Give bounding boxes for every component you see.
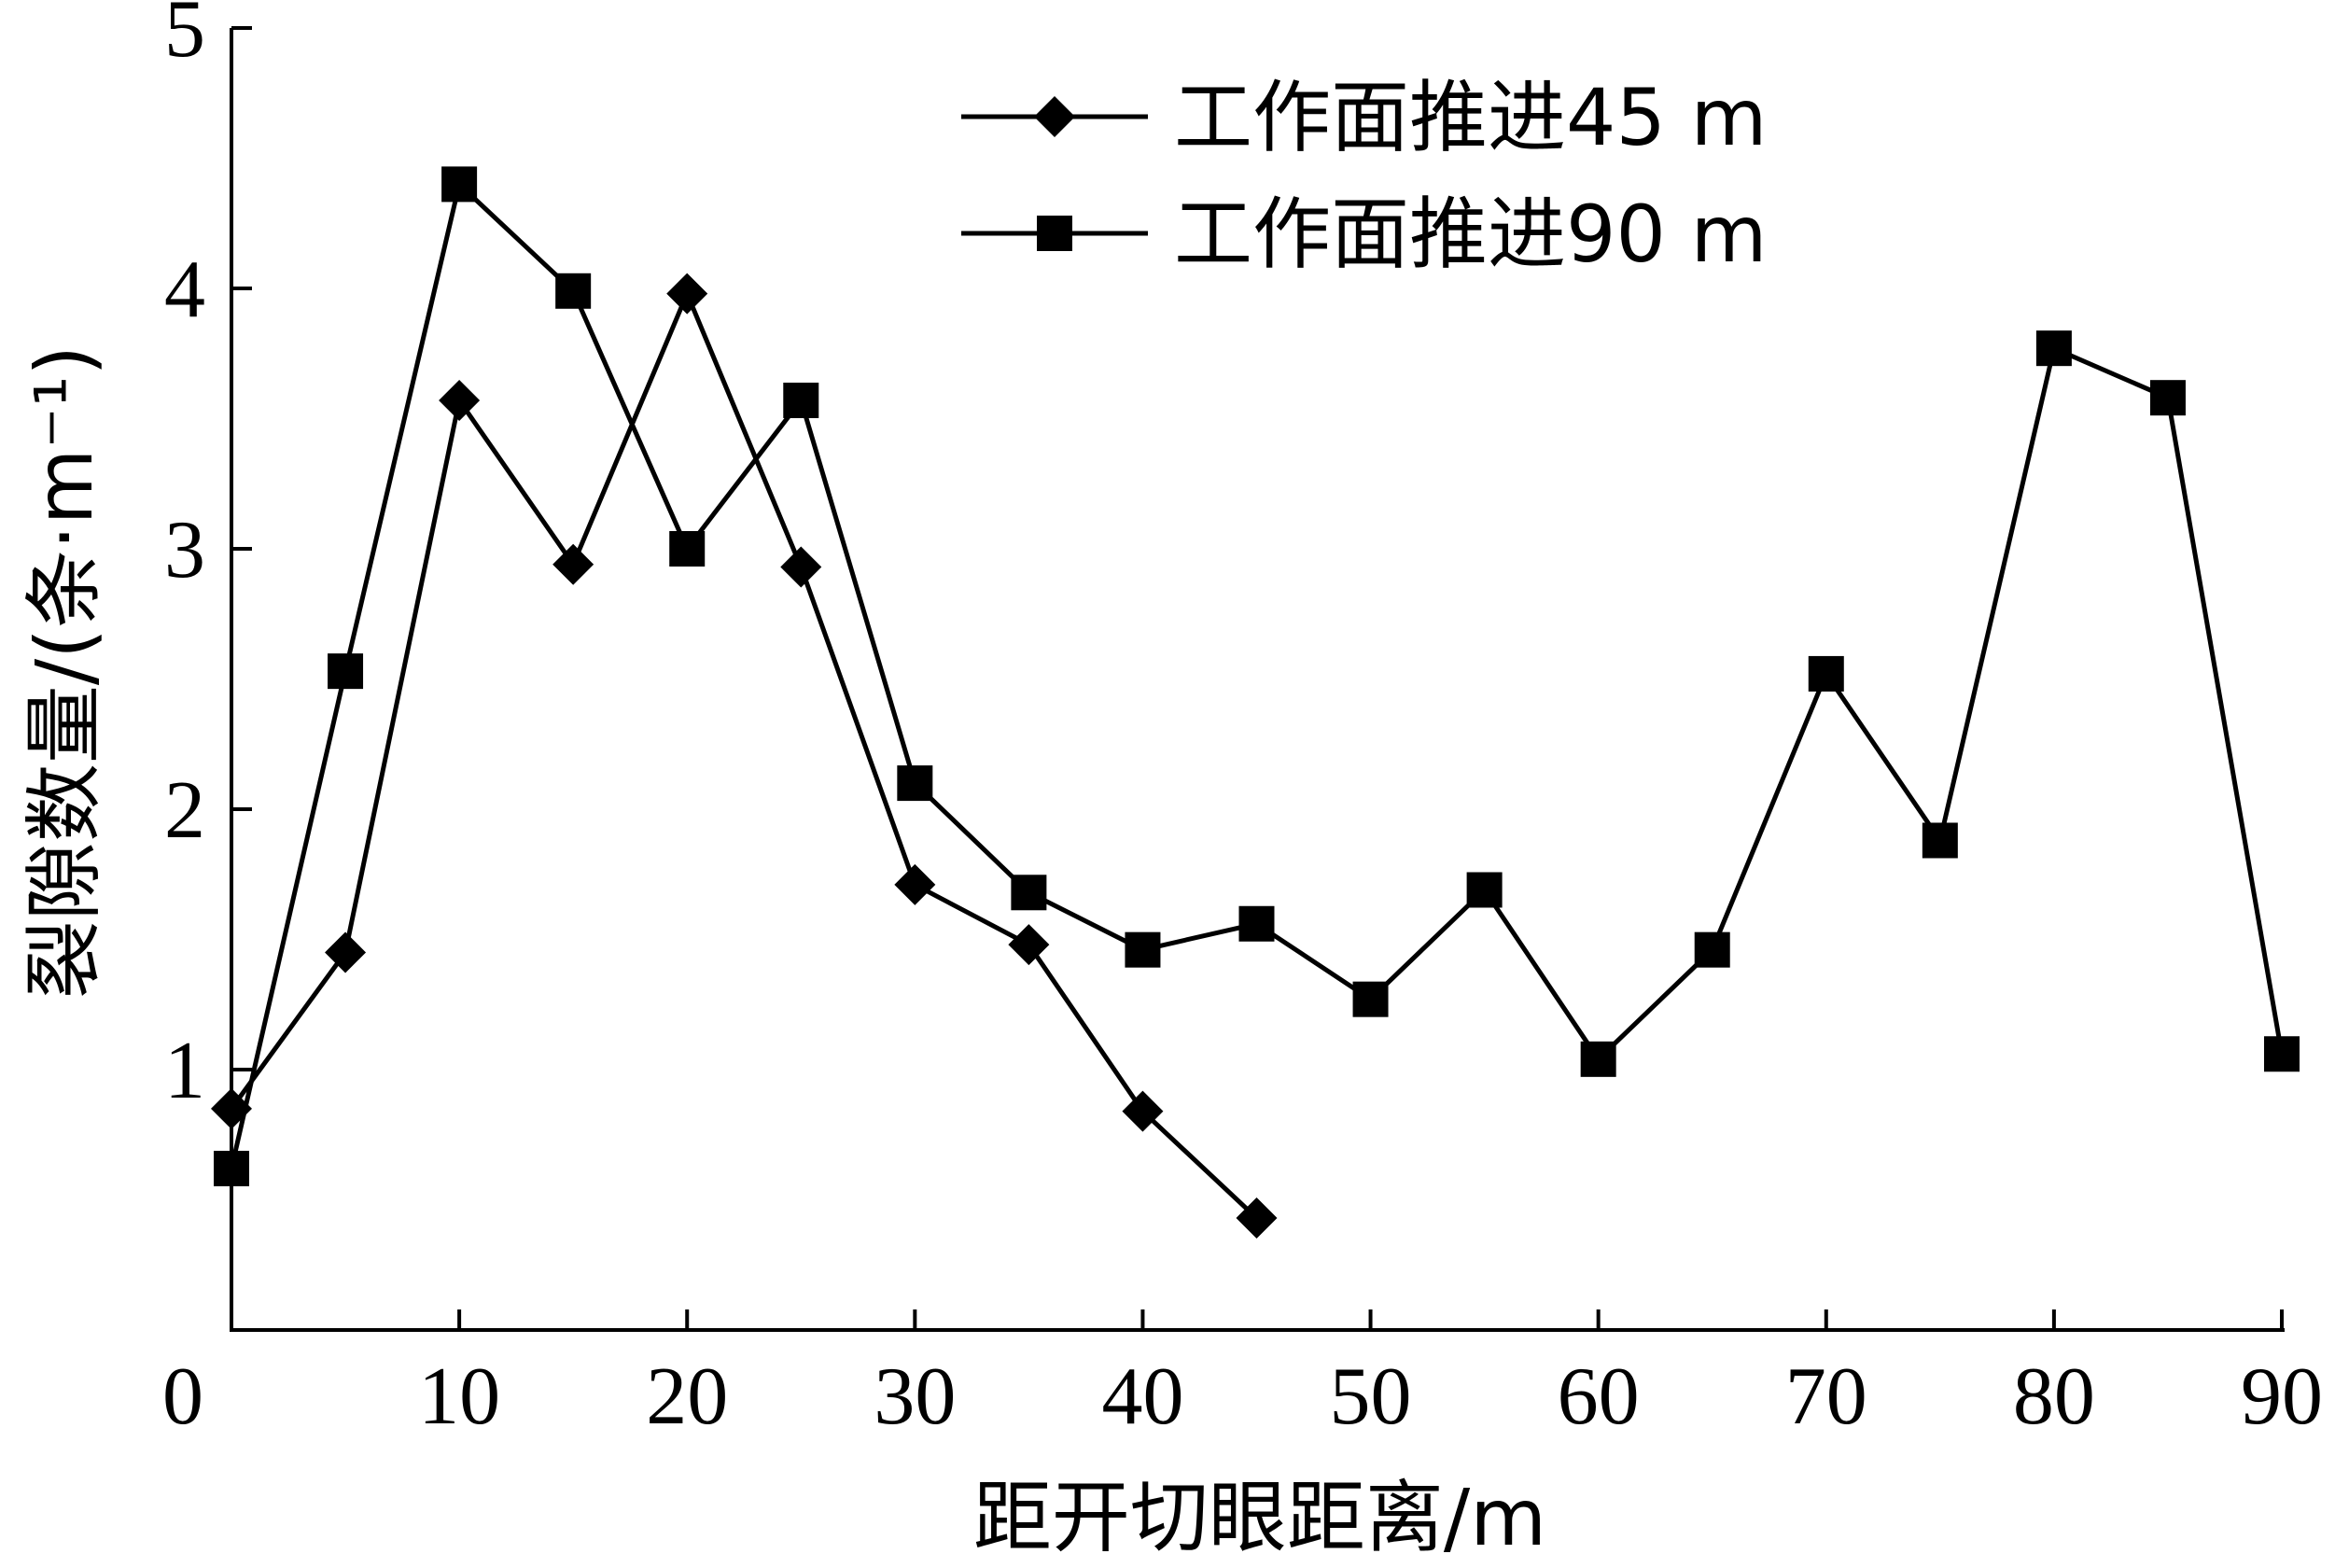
series-2 — [214, 166, 2300, 1187]
square-point — [1125, 931, 1161, 968]
diamond-point — [325, 931, 367, 973]
square-point — [783, 382, 819, 418]
x-tick-label: 90 — [2241, 1351, 2323, 1442]
diamond-point — [1008, 924, 1050, 966]
legend-entry: 工作面推进90 m — [961, 189, 1767, 280]
legend-entry: 工作面推进45 m — [961, 72, 1767, 163]
legend: 工作面推进45 m 工作面推进90 m — [961, 72, 1767, 280]
square-point — [328, 653, 364, 690]
x-tick-label: 70 — [1785, 1351, 1867, 1442]
diamond-point — [666, 273, 708, 315]
square-point — [897, 765, 933, 802]
square-point — [1694, 931, 1730, 968]
square-point — [1466, 872, 1503, 908]
square-point — [2149, 380, 2186, 416]
x-tick-label: 30 — [874, 1351, 956, 1442]
square-point — [214, 1151, 249, 1187]
series-layer — [211, 166, 2300, 1239]
diamond-point — [780, 546, 822, 588]
x-axis-title: 距开切眼距离/m — [973, 1472, 1546, 1563]
x-tick-label: 20 — [646, 1351, 728, 1442]
diamond-point — [439, 379, 481, 421]
series-line — [229, 179, 2285, 1169]
y-axis-title: 裂隙数量/(条·m⁻¹) — [19, 345, 110, 999]
square-point — [2264, 1036, 2300, 1072]
square-point — [1922, 822, 1958, 859]
diamond-point — [552, 543, 594, 585]
x-tick-label: 40 — [1101, 1351, 1183, 1442]
y-tick-label: 1 — [164, 1026, 205, 1116]
square-point — [1011, 875, 1047, 911]
diamond-point — [894, 863, 936, 905]
square-point — [441, 166, 478, 203]
y-tick-label: 2 — [164, 765, 205, 856]
legend-square-icon — [1037, 216, 1072, 251]
square-point — [669, 531, 706, 567]
x-tick-label: 50 — [1330, 1351, 1412, 1442]
x-tick-label: 80 — [2013, 1351, 2095, 1442]
x-tick-label: 10 — [418, 1351, 500, 1442]
y-tick-label: 4 — [164, 245, 205, 335]
y-tick-label: 5 — [164, 0, 205, 75]
square-point — [1352, 981, 1389, 1017]
legend-diamond-icon — [1034, 96, 1075, 137]
legend-label: 工作面推进90 m — [1174, 189, 1767, 280]
x-ticks: 0 10 20 30 40 50 60 70 80 90 — [162, 1309, 2323, 1442]
square-point — [1580, 1041, 1616, 1077]
legend-label: 工作面推进45 m — [1174, 72, 1767, 163]
square-point — [1808, 655, 1844, 692]
x-tick-label: 0 — [162, 1351, 203, 1442]
series-1 — [211, 273, 1278, 1239]
square-point — [1238, 905, 1275, 942]
y-tick-label: 3 — [164, 505, 205, 595]
square-point — [555, 273, 592, 309]
y-ticks: 1 2 3 4 5 — [164, 0, 252, 1116]
x-tick-label: 60 — [1558, 1351, 1640, 1442]
series-line — [229, 287, 1259, 1220]
diamond-point — [1122, 1090, 1164, 1132]
square-point — [2035, 330, 2072, 367]
diamond-point — [1236, 1197, 1278, 1239]
